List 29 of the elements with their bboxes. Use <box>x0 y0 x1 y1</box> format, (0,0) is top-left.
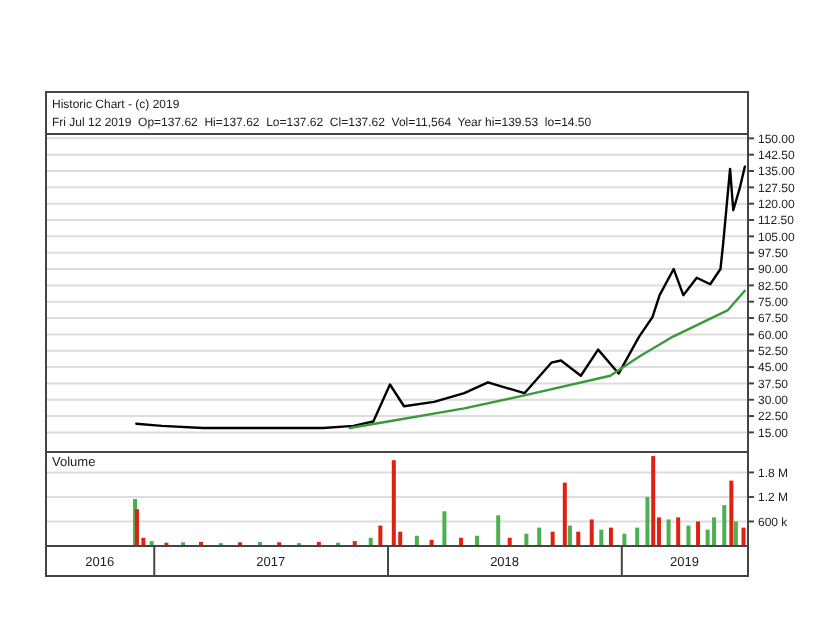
bar <box>524 533 529 546</box>
bar <box>391 460 396 546</box>
bar <box>537 527 542 546</box>
bar <box>576 531 581 546</box>
bar <box>635 527 640 546</box>
bar <box>722 505 727 546</box>
bar <box>496 515 501 546</box>
line-series <box>135 165 746 430</box>
bar <box>562 482 567 546</box>
bar <box>134 509 139 546</box>
bar <box>651 456 656 546</box>
bar <box>608 527 613 546</box>
bar <box>733 521 738 546</box>
bar <box>567 525 572 546</box>
bar <box>550 531 555 546</box>
bar <box>741 527 746 546</box>
bar <box>712 517 717 546</box>
bar <box>589 519 594 546</box>
bar <box>622 533 627 546</box>
bar <box>729 480 734 546</box>
bar <box>666 519 671 546</box>
bar <box>599 529 604 546</box>
bar <box>645 496 650 546</box>
bar <box>686 525 691 546</box>
bar <box>442 511 447 546</box>
bar <box>696 521 701 546</box>
line-series <box>348 289 746 430</box>
bar <box>676 517 681 546</box>
bar <box>378 525 383 546</box>
